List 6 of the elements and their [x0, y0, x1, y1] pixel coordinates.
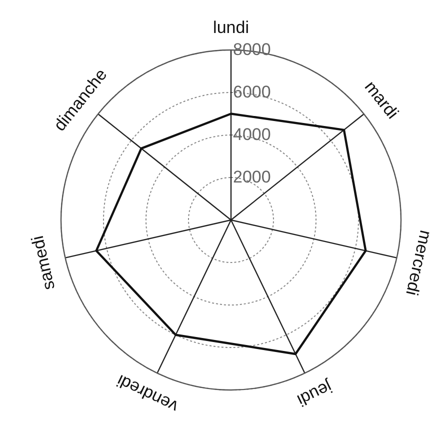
y-tick-label: 2000 [233, 168, 271, 186]
spoke-label: lundi [213, 18, 249, 37]
y-tick-label: 6000 [233, 82, 271, 102]
y-tick-label: 4000 [233, 125, 271, 144]
spoke-label: samedi [28, 234, 59, 292]
spoke-label: mercredi [402, 228, 436, 298]
